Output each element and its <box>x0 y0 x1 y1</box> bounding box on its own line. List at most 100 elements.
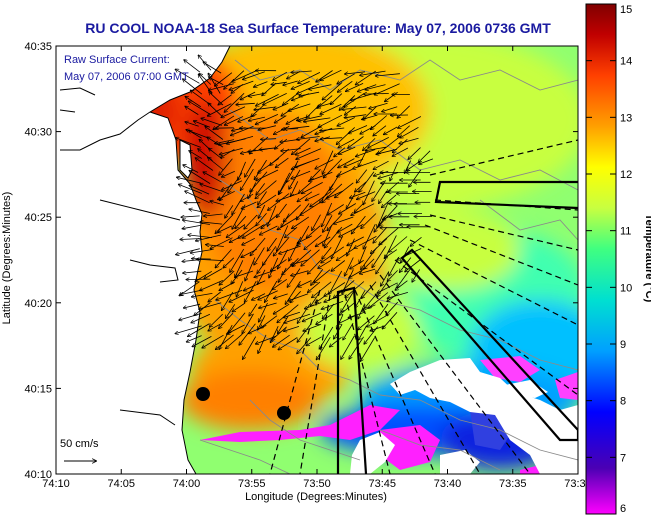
current-vector <box>341 335 355 359</box>
current-vector <box>258 191 267 205</box>
current-vector <box>355 290 366 307</box>
current-vector <box>249 116 265 121</box>
current-vector <box>190 249 213 254</box>
current-vector <box>362 281 377 299</box>
current-vector <box>291 270 309 276</box>
current-vector <box>379 205 398 226</box>
current-vector <box>359 171 375 192</box>
current-vector <box>254 247 265 265</box>
current-vector <box>373 160 389 169</box>
current-vector <box>236 103 255 104</box>
current-vector <box>297 323 312 342</box>
current-vector <box>352 215 366 234</box>
current-vector <box>387 270 398 281</box>
current-vector <box>291 71 312 73</box>
current-vector <box>298 280 312 287</box>
current-vector <box>208 291 221 302</box>
current-vector <box>326 190 343 199</box>
current-vector <box>185 191 210 204</box>
current-vector <box>257 259 268 274</box>
current-vector <box>321 246 345 263</box>
current-vector <box>291 181 299 196</box>
current-vector <box>346 83 364 91</box>
current-vector <box>243 71 265 80</box>
current-vector <box>183 79 203 95</box>
current-vector <box>384 126 398 135</box>
current-vector <box>337 73 355 84</box>
current-vector <box>355 181 367 192</box>
current-vector <box>273 236 290 256</box>
current-vector <box>254 81 268 88</box>
current-vector <box>405 258 422 272</box>
current-vector <box>297 235 312 243</box>
colorbar-ticks: 15 14 13 12 11 10 9 8 7 6 <box>586 3 632 515</box>
current-vector <box>228 312 246 334</box>
x-axis-ticks: 74:10 74:05 74:00 73:55 73:50 73:45 73:40 73:35… <box>42 46 592 490</box>
current-vector <box>283 80 298 85</box>
current-vector <box>367 314 389 327</box>
current-vector <box>285 226 298 237</box>
current-vector <box>339 203 357 214</box>
current-vector <box>328 204 344 215</box>
x-tick-label: 73:50 <box>303 478 331 490</box>
current-vector <box>385 91 398 101</box>
current-vector <box>288 293 309 301</box>
current-vector <box>321 300 344 309</box>
x-tick-label: 73:40 <box>434 478 462 490</box>
current-vector <box>203 62 222 74</box>
current-vector <box>243 336 257 360</box>
current-vector <box>251 103 266 117</box>
current-vector <box>255 180 277 199</box>
current-vector <box>249 303 258 316</box>
current-vector <box>356 149 376 157</box>
current-vector <box>235 270 254 277</box>
current-vector <box>243 224 265 239</box>
current-vector <box>182 225 201 228</box>
current-vector <box>384 249 398 259</box>
current-vector <box>362 304 376 311</box>
current-vector <box>287 71 301 78</box>
current-vector <box>258 204 266 218</box>
current-vector <box>343 322 354 340</box>
current-vector <box>203 172 222 183</box>
current-vector <box>265 280 278 302</box>
current-vector <box>228 172 243 193</box>
current-vector <box>277 216 299 230</box>
current-vector <box>364 258 375 269</box>
current-vector <box>320 69 342 80</box>
current-vector <box>261 315 278 328</box>
current-vector <box>183 220 210 225</box>
x-tick-label: 73:55 <box>238 478 266 490</box>
current-vector <box>278 315 289 333</box>
current-vector <box>344 158 364 167</box>
current-vector <box>345 281 365 298</box>
current-vector <box>287 268 301 288</box>
current-vector <box>419 158 434 164</box>
scale-arrow-label: 50 cm/s <box>60 438 99 450</box>
current-vector <box>303 323 322 331</box>
colorbar-tick-label: 12 <box>620 169 632 181</box>
current-vector <box>374 83 400 95</box>
current-vector <box>400 257 412 273</box>
current-vector <box>297 337 312 354</box>
current-vector <box>288 103 311 111</box>
current-vector <box>387 292 409 298</box>
x-tick-label: 73:30 <box>564 478 592 490</box>
current-vector <box>226 224 246 238</box>
y-tick-label: 40:35 <box>24 41 52 53</box>
x-tick-label: 73:45 <box>368 478 396 490</box>
current-vector <box>387 292 400 302</box>
current-vector <box>363 180 375 205</box>
current-vector <box>295 158 320 167</box>
current-vector <box>348 136 364 149</box>
current-vector <box>308 281 321 292</box>
dashed-transects <box>269 139 578 474</box>
current-vector <box>368 137 389 147</box>
current-vector <box>397 105 410 118</box>
current-vector <box>185 97 202 108</box>
current-vector <box>345 71 366 74</box>
current-vector <box>230 248 245 272</box>
current-vector <box>301 125 323 138</box>
current-vector <box>208 74 221 94</box>
current-vector <box>318 114 343 127</box>
